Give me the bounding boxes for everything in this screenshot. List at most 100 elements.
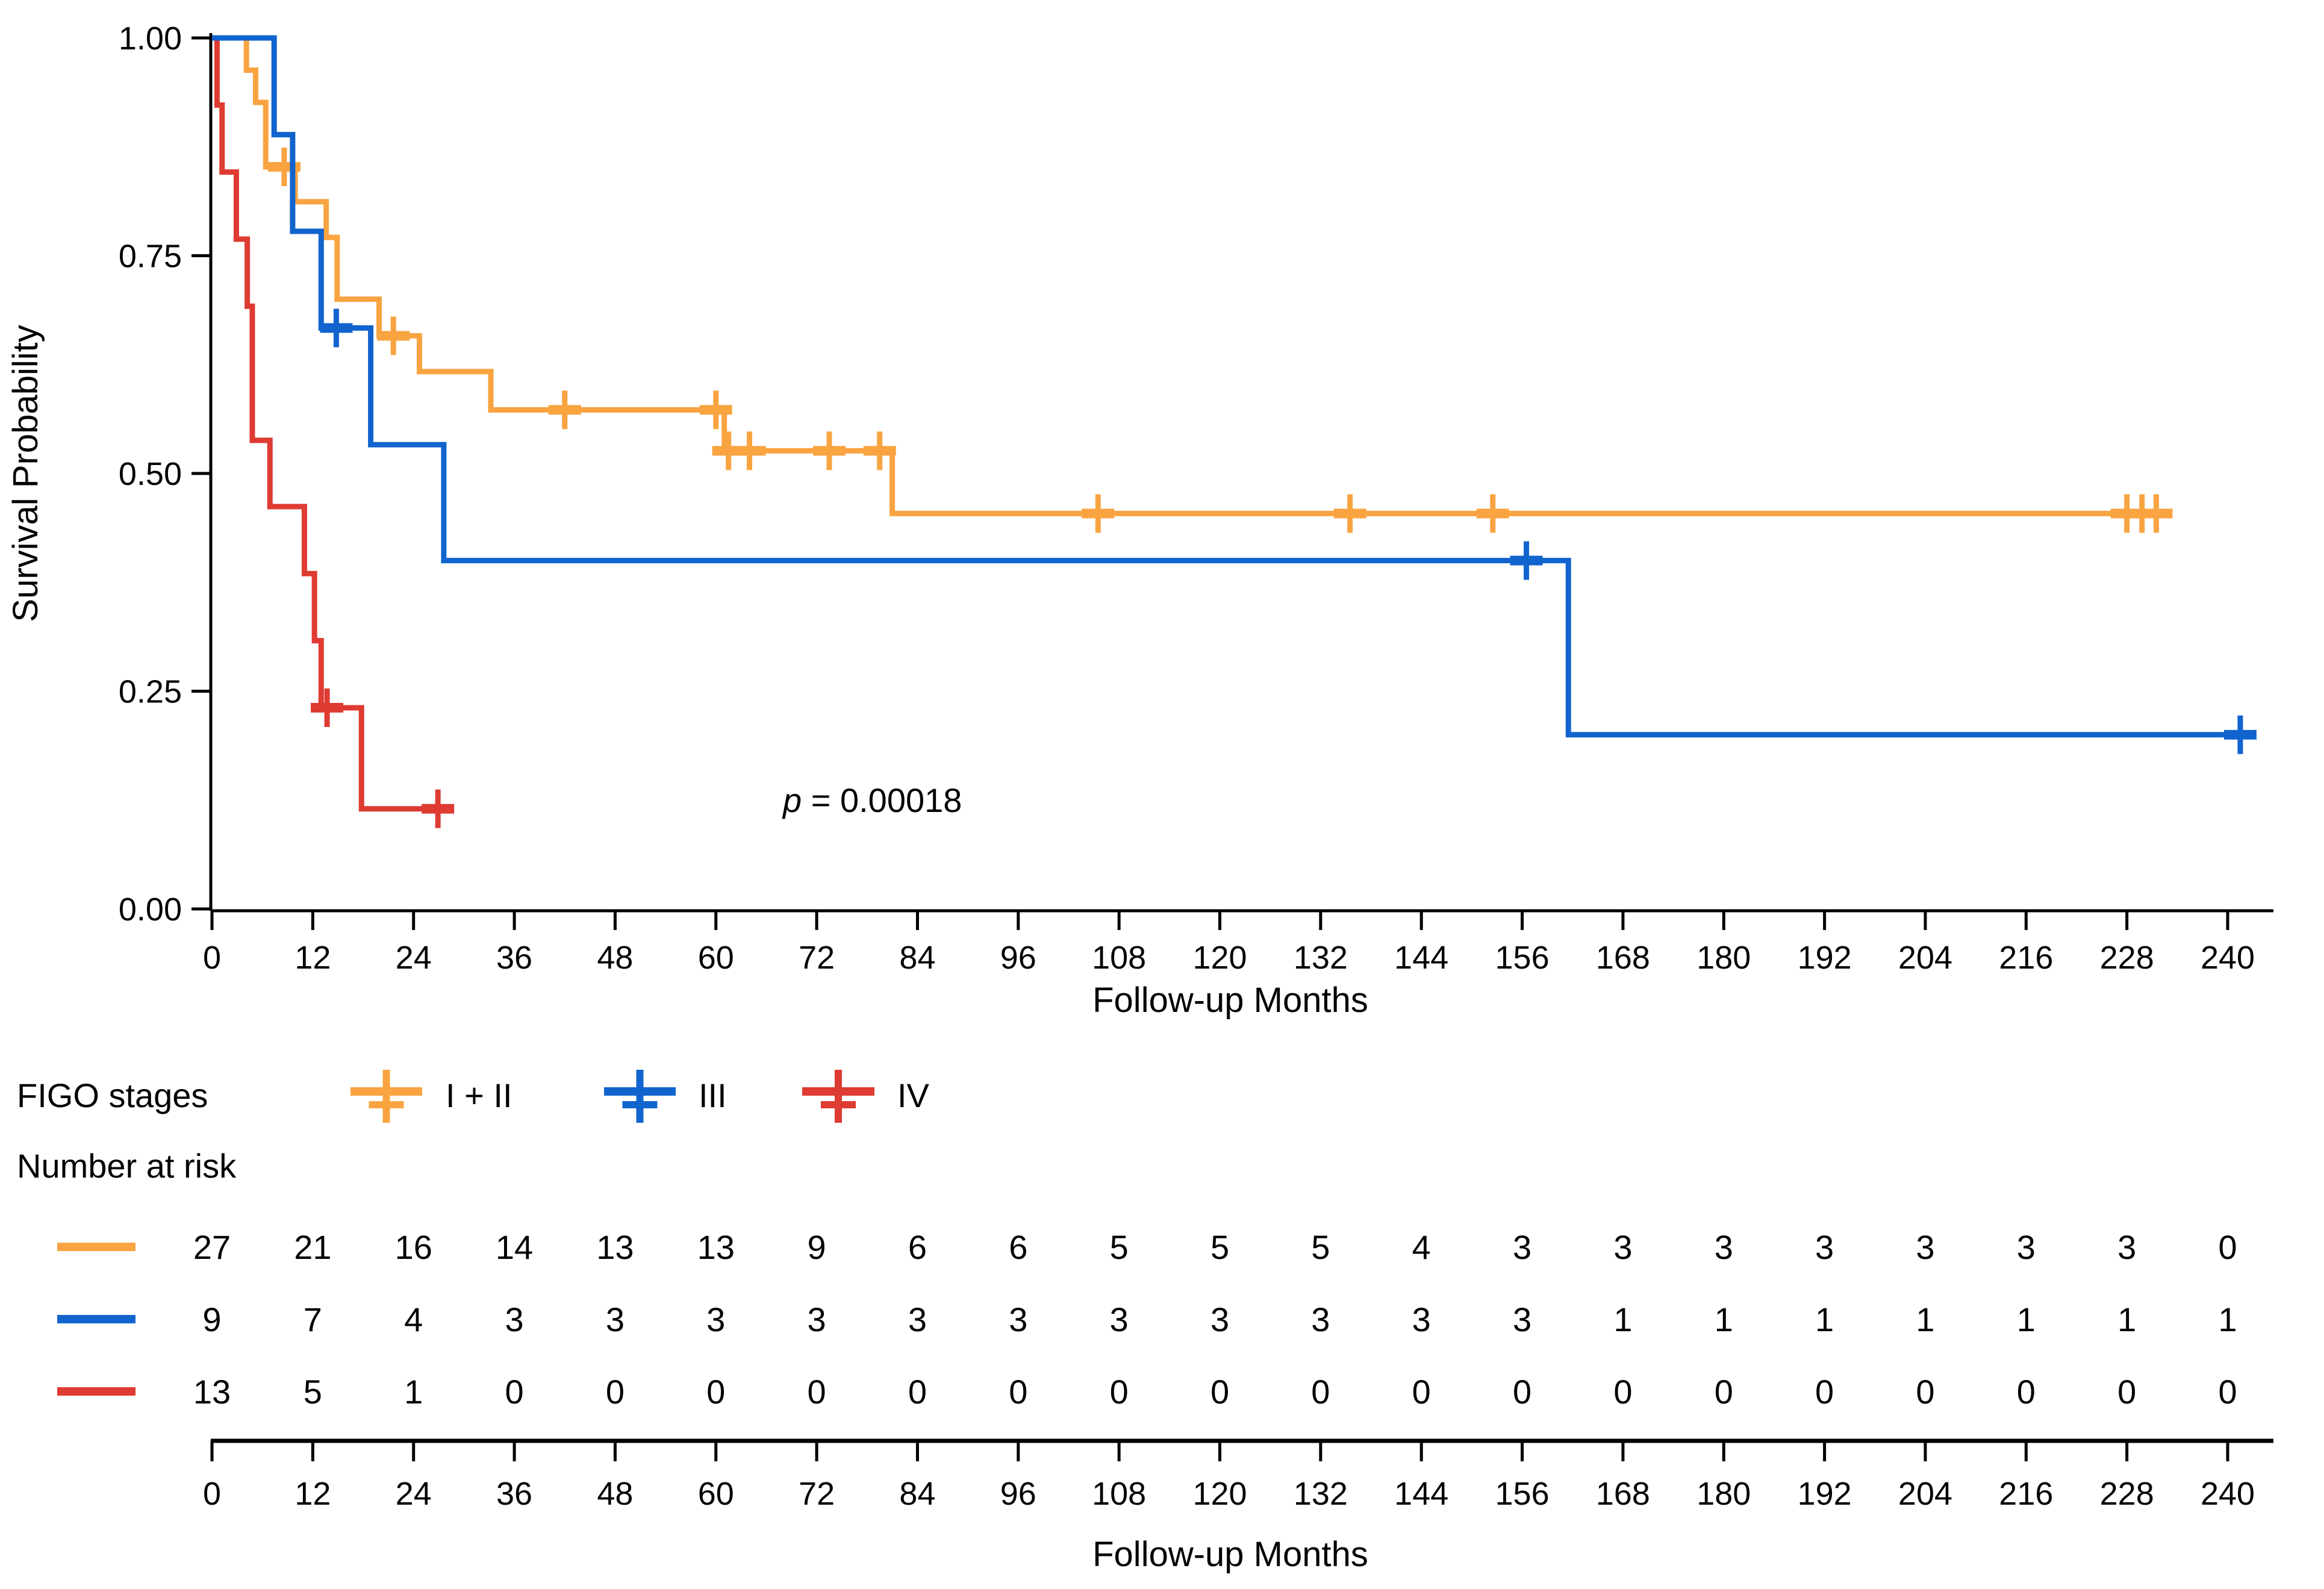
x-tick-label: 48 [597, 940, 633, 976]
risk-axis-tick-label: 204 [1898, 1476, 1952, 1512]
x-tick-label: 156 [1495, 940, 1550, 976]
risk-axis-tick-label: 228 [2100, 1476, 2154, 1512]
risk-count: 0 [1513, 1373, 1531, 1411]
risk-count: 0 [1715, 1373, 1733, 1411]
legend-label: I + II [446, 1076, 512, 1114]
censor-mark-v [562, 390, 568, 429]
risk-row-marker [57, 1387, 136, 1396]
y-axis-title: Survival Probability [6, 325, 45, 622]
risk-count: 0 [1009, 1373, 1027, 1411]
p-value-label: p = 0.00018 [782, 781, 962, 819]
risk-count: 27 [193, 1228, 231, 1266]
risk-count: 0 [808, 1373, 826, 1411]
risk-count: 5 [1110, 1228, 1129, 1266]
risk-count: 14 [496, 1228, 533, 1266]
x-tick-label: 240 [2201, 940, 2255, 976]
risk-count: 1 [1715, 1300, 1733, 1338]
x-tick-label: 228 [2100, 940, 2154, 976]
risk-row-marker [57, 1243, 136, 1251]
risk-axis-tick-label: 24 [396, 1476, 432, 1512]
y-tick-label: 0.00 [119, 891, 182, 928]
risk-axis-tick-label: 96 [1000, 1476, 1036, 1512]
risk-count: 0 [908, 1373, 927, 1411]
x-tick-label: 216 [1999, 940, 2053, 976]
risk-count: 4 [1412, 1228, 1431, 1266]
risk-axis-tick-label: 48 [597, 1476, 633, 1512]
risk-count: 0 [1916, 1373, 1934, 1411]
x-tick-label: 72 [799, 940, 835, 976]
risk-axis-tick-label: 240 [2201, 1476, 2255, 1512]
censor-mark-v [1490, 494, 1496, 533]
y-tick-label: 1.00 [119, 20, 182, 57]
risk-count: 3 [808, 1300, 826, 1338]
risk-axis-tick-label: 72 [799, 1476, 835, 1512]
risk-count: 7 [304, 1300, 322, 1338]
risk-axis-tick-label: 168 [1596, 1476, 1650, 1512]
risk-count: 1 [2017, 1300, 2036, 1338]
risk-count: 16 [395, 1228, 432, 1266]
legend-censor-cross-v [835, 1070, 842, 1123]
x-tick-label: 204 [1898, 940, 1952, 976]
censor-mark-v [2237, 715, 2243, 754]
censor-mark-v [2153, 494, 2159, 533]
censor-mark-v [435, 789, 441, 828]
risk-axis-tick-label: 0 [203, 1476, 221, 1512]
risk-count: 1 [1815, 1300, 1834, 1338]
x-tick-label: 168 [1596, 940, 1650, 976]
legend-layer: FIGO stages I + II III IV [17, 1070, 930, 1123]
risk-axis-tick-label: 108 [1092, 1476, 1146, 1512]
legend-label: IV [897, 1076, 930, 1114]
x-tick-label: 0 [203, 940, 221, 976]
risk-axis-tick-label: 180 [1696, 1476, 1751, 1512]
risk-count: 3 [1110, 1300, 1129, 1338]
censor-mark-v [324, 688, 330, 727]
censor-mark-v [877, 431, 883, 470]
censor-mark-v [747, 431, 753, 470]
risk-count: 3 [1815, 1228, 1834, 1266]
risk-count: 6 [908, 1228, 927, 1266]
risk-count: 3 [1009, 1300, 1027, 1338]
risk-count: 3 [1210, 1300, 1229, 1338]
y-tick-label: 0.75 [119, 239, 182, 275]
risk-count: 5 [1210, 1228, 1229, 1266]
legend-censor-cross-h [622, 1101, 658, 1108]
axes-layer: 1.00 0.75 0.50 0.25 0.00 0 12 24 36 48 60 72 84 96 108… [6, 20, 2273, 1020]
risk-count: 1 [1916, 1300, 1934, 1338]
risk-count: 0 [2218, 1228, 2237, 1266]
risk-count: 3 [505, 1300, 523, 1338]
risk-axis-tick-label: 120 [1192, 1476, 1247, 1512]
risk-axis-tick-label: 60 [698, 1476, 734, 1512]
legend-censor-cross-v [636, 1070, 644, 1123]
risk-count: 3 [1613, 1228, 1632, 1266]
legend-censor-cross-h [369, 1101, 404, 1108]
risk-count: 3 [1412, 1300, 1431, 1338]
x-tick-label: 180 [1696, 940, 1751, 976]
y-tick-label: 0.25 [119, 674, 182, 710]
risk-count: 0 [1110, 1373, 1129, 1411]
curves-layer [212, 35, 2257, 828]
risk-count: 0 [1613, 1373, 1632, 1411]
x-tick-label: 84 [899, 940, 935, 976]
censor-mark-v [1095, 494, 1101, 533]
risk-axis-tick-label: 216 [1999, 1476, 2053, 1512]
survival-curve-I+II [212, 35, 2165, 517]
x-tick-label: 120 [1192, 940, 1247, 976]
risk-count: 1 [2218, 1300, 2237, 1338]
risk-count: 0 [2017, 1373, 2036, 1411]
censor-mark-v [713, 390, 719, 429]
risk-count: 0 [1412, 1373, 1431, 1411]
risk-count: 1 [2117, 1300, 2136, 1338]
legend-censor-cross-v [382, 1070, 390, 1123]
risk-count: 13 [697, 1228, 735, 1266]
risk-count: 0 [1311, 1373, 1330, 1411]
risk-count: 0 [1210, 1373, 1229, 1411]
risk-count: 3 [2117, 1228, 2136, 1266]
risk-count: 0 [2218, 1373, 2237, 1411]
legend-label: III [699, 1076, 727, 1114]
risk-count: 3 [908, 1300, 927, 1338]
risk-count: 4 [404, 1300, 423, 1338]
x-tick-label: 108 [1092, 940, 1146, 976]
